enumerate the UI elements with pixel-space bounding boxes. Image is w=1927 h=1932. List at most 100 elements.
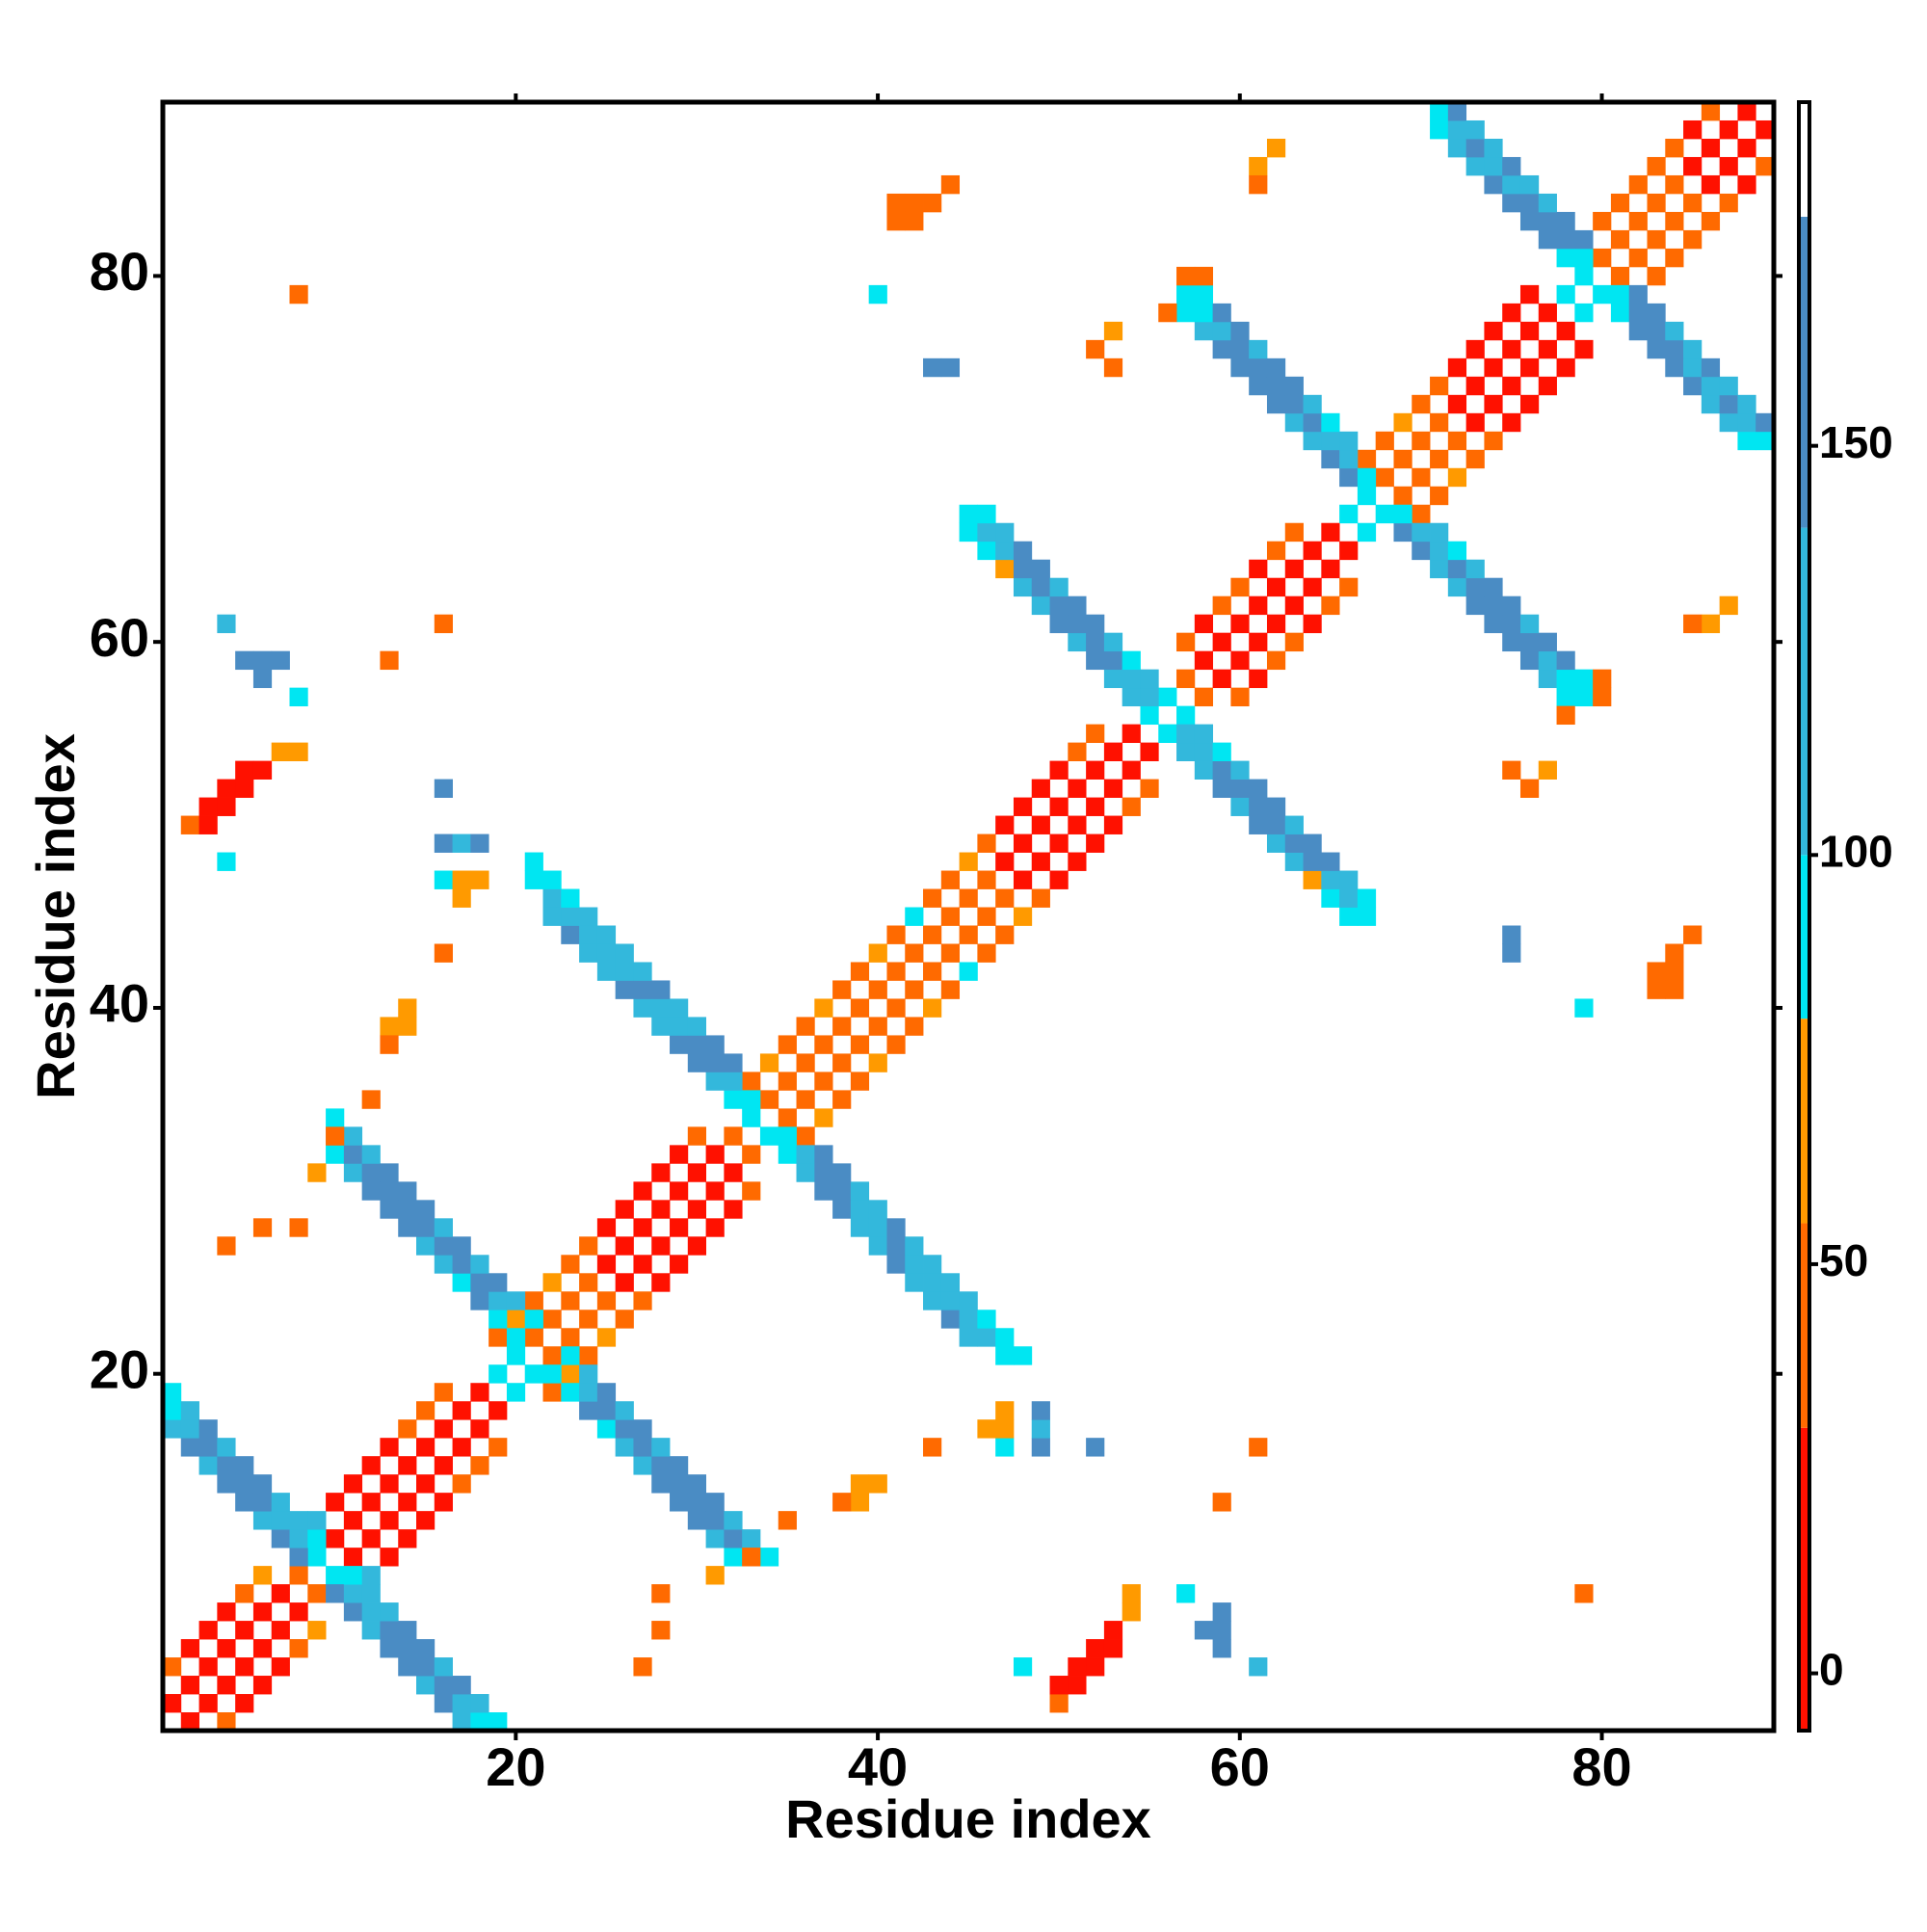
heatmap-cell [307,1584,327,1603]
heatmap-cell [724,1126,743,1146]
heatmap-cell [1140,687,1159,707]
heatmap-cell [687,1493,706,1512]
heatmap-cell [1719,412,1738,433]
heatmap-cell [995,1438,1015,1457]
heatmap-cell [326,1145,345,1164]
heatmap-cell [615,1438,634,1457]
heatmap-cell [705,1145,725,1164]
heatmap-cell [289,687,308,707]
heatmap-cell [1176,742,1196,761]
heatmap-cell [1447,102,1467,121]
heatmap-cell [452,1401,471,1420]
heatmap-cell [398,1419,417,1439]
heatmap-cell [1538,193,1557,213]
heatmap-cell [506,1291,526,1310]
heatmap-cell [1610,193,1630,213]
heatmap-cell [579,1273,598,1292]
heatmap-cell [524,852,543,871]
heatmap-cell [452,1236,471,1256]
heatmap-cell [1013,1657,1033,1677]
heatmap-cell [995,852,1015,871]
heatmap-cell [252,1493,273,1512]
heatmap-cell [940,870,961,889]
heatmap-cell [217,852,236,871]
heatmap-cell [850,1072,870,1091]
heatmap-cell [796,1053,815,1072]
heatmap-cell [271,1529,290,1548]
heatmap-cell [940,174,961,195]
heatmap-cell [670,1493,689,1512]
heatmap-cell [1647,156,1666,176]
heatmap-cell [1465,138,1485,158]
heatmap-cell [778,1511,797,1530]
heatmap-cell [1249,815,1268,834]
heatmap-cell [1068,1657,1087,1677]
heatmap-cell [850,1218,870,1237]
heatmap-cell [198,1456,218,1475]
heatmap-cell [633,1181,652,1201]
heatmap-cell [1574,229,1594,250]
heatmap-cell [561,1346,580,1365]
heatmap-cell [742,1145,761,1164]
heatmap-cell [488,1712,508,1732]
heatmap-cell [524,870,543,889]
heatmap-cell [596,1291,617,1310]
heatmap-cell [778,1035,797,1054]
heatmap-cell [1538,303,1557,323]
heatmap-cell [1502,614,1521,634]
heatmap-cell [1502,303,1521,323]
heatmap-cell [1230,357,1250,378]
heatmap-cell [579,1401,598,1420]
heatmap-cell [1284,559,1304,579]
heatmap-cell [778,1145,797,1164]
heatmap-cell [542,1310,562,1329]
heatmap-cell [886,193,906,213]
heatmap-cell [1665,980,1684,999]
heatmap-cell [434,1676,453,1695]
heatmap-cell [452,1474,471,1494]
heatmap-cell [434,1694,453,1713]
heatmap-cell [398,1621,417,1640]
heatmap-cell [1339,431,1359,451]
heatmap-cell [1321,888,1340,908]
heatmap-cell [615,1273,634,1292]
heatmap-cell [452,1676,471,1695]
heatmap-cell [940,1310,961,1329]
heatmap-cell [452,1255,471,1274]
heatmap-cell [198,797,218,816]
heatmap-cell [1230,650,1250,671]
heatmap-cell [1538,760,1557,780]
heatmap-cell [289,1218,308,1237]
heatmap-cell [1519,632,1540,652]
heatmap-cell [542,1273,562,1292]
heatmap-cell [1412,504,1431,524]
heatmap-cell [705,1053,725,1072]
heatmap-cell [959,522,978,543]
heatmap-cell [326,1529,345,1548]
heatmap-cell [1447,119,1467,140]
heatmap-cell [1665,962,1684,981]
heatmap-cell [398,1456,417,1475]
heatmap-cell [1122,1584,1141,1603]
heatmap-cell [343,1474,363,1494]
heatmap-cell [633,1218,652,1237]
heatmap-cell [1375,467,1394,488]
heatmap-cell [380,1035,399,1054]
heatmap-cell [1628,303,1648,323]
heatmap-cell [235,760,254,780]
heatmap-cell [1502,595,1521,616]
heatmap-cell [1430,102,1449,121]
heatmap-cell [380,1474,399,1494]
heatmap-cell [1140,705,1159,726]
heatmap-cell [289,1639,308,1658]
heatmap-cell [1249,632,1268,652]
y-tick-label: 40 [90,973,149,1034]
heatmap-cell [959,1310,978,1329]
heatmap-cell [1086,1657,1105,1677]
heatmap-cell [1556,284,1575,304]
heatmap-cell [923,1273,942,1292]
heatmap-cell [1502,156,1521,176]
heatmap-cell [814,1035,833,1054]
heatmap-cell [596,1328,617,1347]
heatmap-cell [1665,943,1684,963]
